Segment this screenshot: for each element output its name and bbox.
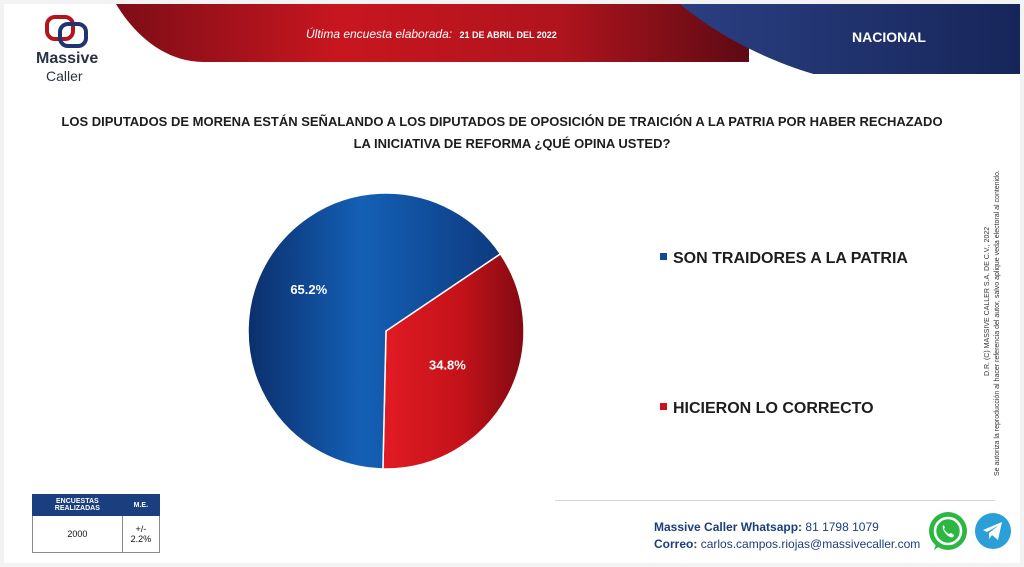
pie-slice-correcto (382, 252, 525, 470)
margin-error-value: +/- 2.2% (121, 515, 161, 553)
question-line-1: LOS DIPUTADOS DE MORENA ESTÁN SEÑALANDO … (61, 114, 943, 129)
scope-label: NACIONAL (852, 29, 926, 45)
header-band (116, 4, 1020, 74)
copyright-line: D.R. (C) MASSIVE CALLER S.A. DE C.V., 20… (984, 226, 991, 376)
brand-name-line1: Massive (36, 50, 99, 67)
brand-logo: Massive Caller (22, 14, 112, 84)
survey-date-line: Última encuesta elaborada: 21 DE ABRIL D… (306, 27, 557, 41)
header-red-shape (116, 4, 749, 62)
brand-logo-icon (45, 15, 88, 48)
email-contact: Correo: carlos.campos.riojas@massivecall… (654, 537, 920, 551)
copyright-side-text: D.R. (C) MASSIVE CALLER S.A. DE C.V., 20… (974, 124, 1004, 484)
sample-size-header: ENCUESTAS REALIZADAS (32, 494, 123, 516)
pie-slice-traidores (247, 192, 502, 470)
survey-label: Última encuesta elaborada: (306, 27, 453, 41)
telegram-icon[interactable] (974, 512, 1012, 550)
question-line-2: LA INICIATIVA DE REFORMA ¿QUÉ OPINA USTE… (353, 136, 671, 151)
margin-error-header: M.E. (121, 494, 161, 516)
survey-date: 21 DE ABRIL DEL 2022 (459, 30, 557, 40)
legend-label: HICIERON LO CORRECTO (673, 400, 874, 417)
legend-item: HICIERON LO CORRECTO (660, 400, 874, 418)
brand-name-line2: Caller (46, 68, 83, 84)
legend-item: SON TRAIDORES A LA PATRIA (660, 250, 908, 268)
footer-divider (555, 500, 995, 501)
legend-label: SON TRAIDORES A LA PATRIA (673, 250, 908, 267)
sample-size-value: 2000 (32, 515, 123, 553)
slice-value-label: 34.8% (429, 358, 466, 373)
email-label: Correo: (654, 537, 698, 551)
sample-table: ENCUESTAS REALIZADAS M.E. 2000 +/- 2.2% (32, 494, 161, 553)
whatsapp-icon[interactable] (926, 510, 970, 554)
slice-value-label: 65.2% (290, 282, 327, 297)
email-link[interactable]: carlos.campos.riojas@massivecaller.com (700, 537, 921, 551)
header-navy-shape (680, 4, 1020, 74)
whatsapp-label: Massive Caller Whatsapp: (654, 520, 803, 534)
legend-swatch (660, 253, 667, 261)
pie-chart: 34.8% 65.2% (247, 192, 525, 470)
copyright-notice: Se autoriza la reproducción al hacer ref… (994, 170, 1001, 476)
whatsapp-contact: Massive Caller Whatsapp: 81 1798 1079 (654, 520, 879, 534)
survey-slide: Massive Caller Última encuesta elaborada… (4, 4, 1020, 563)
legend-swatch (660, 403, 667, 411)
whatsapp-number[interactable]: 81 1798 1079 (805, 520, 879, 534)
